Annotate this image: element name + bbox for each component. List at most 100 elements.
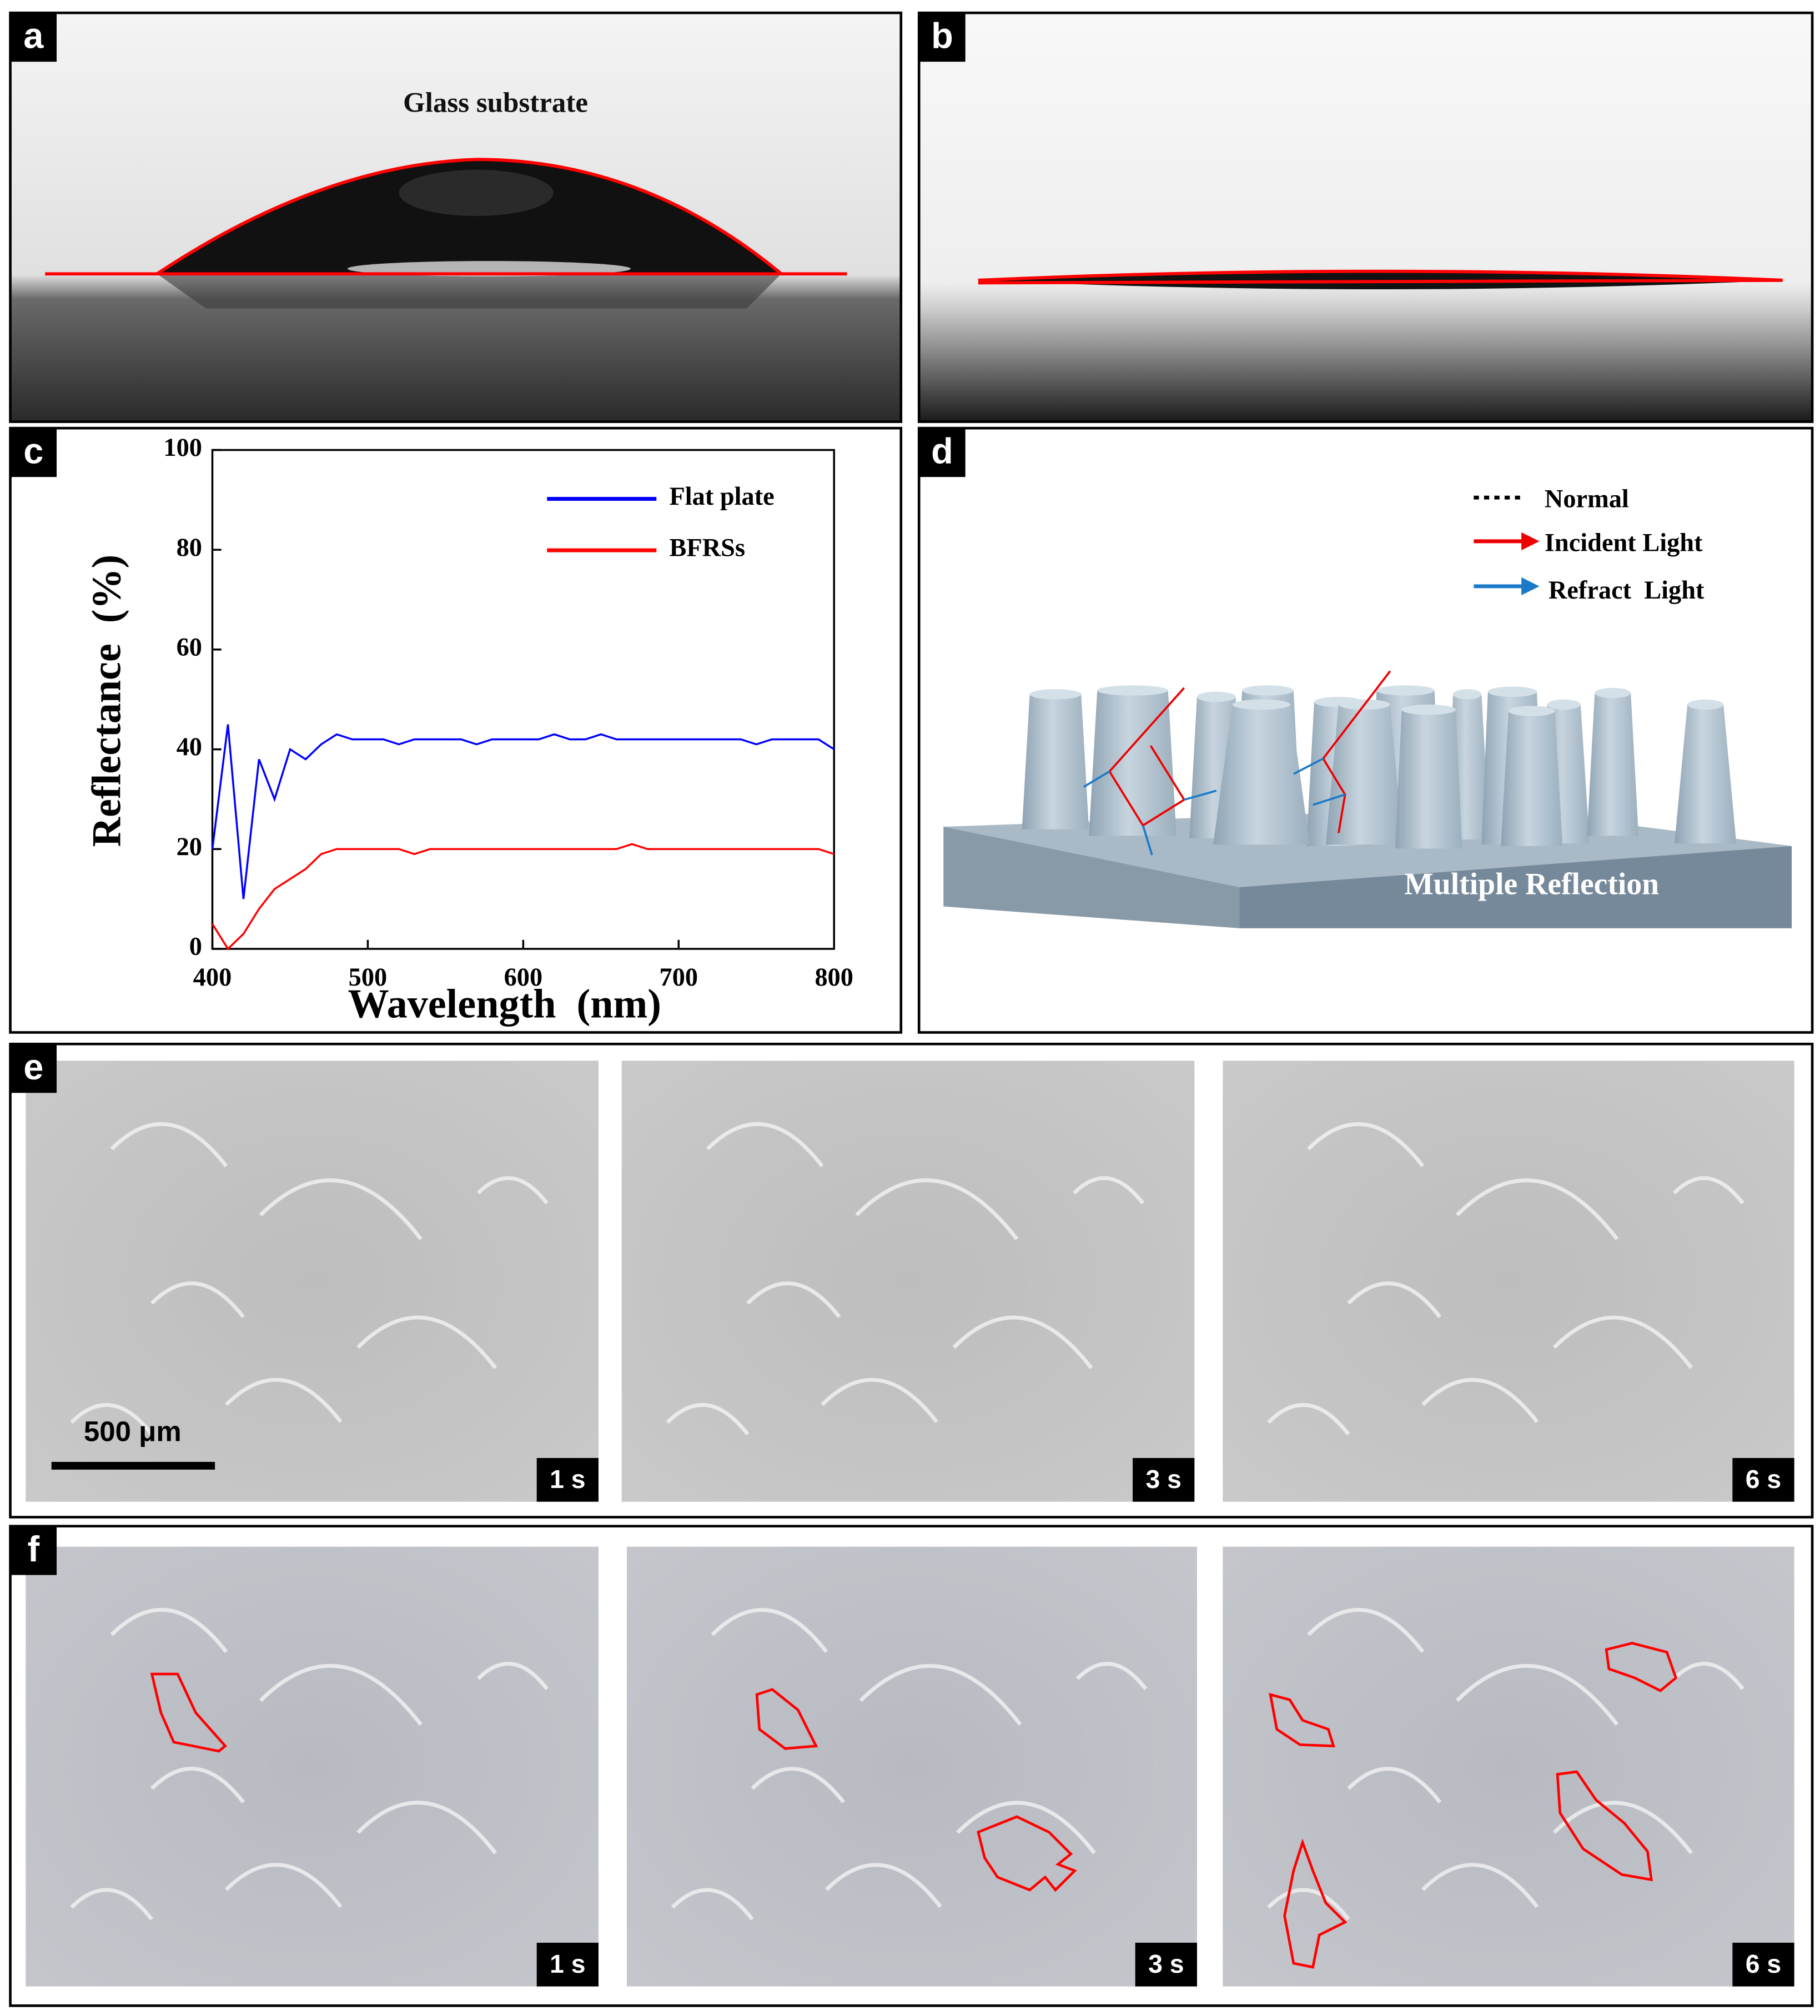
pillar-top [1097,685,1168,696]
texture [110,1608,228,1653]
texture [956,1801,1096,1854]
y-axis-label: Reflectance (%) [84,555,129,847]
image-row: 1 s 3 s 6 s [26,1060,1794,1502]
time-label: 6 s [1746,1949,1781,1978]
panel-letter: e [23,1047,43,1087]
texture [821,1377,938,1424]
refract-paths [1083,757,1346,856]
texture [855,1178,1019,1240]
texture [150,1767,245,1804]
texture [666,1402,750,1436]
texture [476,1176,549,1205]
texture [1347,1767,1442,1804]
texture [1673,1662,1744,1690]
letter-box [919,13,966,62]
texture [1552,1315,1693,1369]
texture [150,1281,245,1319]
y-tick-label: 0 [189,933,202,961]
x-tick-label: 800 [815,963,853,992]
series-line [211,724,835,899]
y-tick-label: 100 [163,434,202,462]
x-axis-label: Wavelength (nm) [348,982,661,1027]
legend-label: Incident Light [1545,529,1703,557]
arrow-head [1521,577,1540,596]
pillar-top [1029,689,1082,700]
texture [1421,1863,1539,1908]
scale-label: 500 μm [84,1415,182,1447]
pillar [1675,704,1737,844]
pillar-top [1401,704,1456,715]
frame [9,11,903,423]
pillar-top [1487,686,1537,697]
x-tick-label: 600 [504,963,543,992]
texture [1075,1662,1148,1690]
texture [1307,1608,1425,1653]
legend-label: BFRSs [669,534,745,562]
texture [1673,1176,1744,1205]
time-box [1732,1943,1794,1987]
texture [1455,1178,1619,1240]
texture [824,1863,942,1908]
y-tick-label: 40 [177,733,202,761]
image-row: 1 s 3 s 6 s [26,1546,1794,1987]
texture [1073,1176,1145,1205]
highlight [399,169,554,217]
texture [259,1663,423,1726]
caption: Glass substrate [403,88,588,119]
time-label: 3 s [1145,1465,1181,1494]
pillar [1395,710,1462,849]
pillars [1022,685,1737,849]
panel-letter: b [931,16,953,56]
frame [917,11,1814,423]
frame [917,426,1814,1034]
texture [746,1281,841,1319]
pillar-top [1242,685,1294,696]
pillar [1213,704,1310,845]
panel-letter: f [27,1529,39,1569]
pillar-top [1508,706,1555,716]
letter-box [10,13,57,62]
texture [952,1315,1093,1369]
micrograph [1223,1060,1794,1502]
y-tick-label: 20 [177,833,202,861]
letter-box [10,1526,57,1575]
micrograph [626,1546,1197,1987]
time-label: 1 s [550,1465,585,1494]
pillar-top [1376,685,1435,696]
caption: Multiple Reflection [1404,867,1659,902]
region-outline [1283,1838,1348,1969]
time-box [536,1457,599,1502]
x-tick-label: 500 [349,963,388,992]
time-box [1135,1943,1197,1987]
texture [259,1178,423,1240]
frame [9,1043,1814,1519]
contact-outline [978,269,1783,285]
region-outline [755,1688,818,1750]
panel-a: Glass substrate [9,11,903,423]
pillar-top [1687,699,1724,710]
texture [706,1122,824,1168]
texture [1455,1663,1619,1726]
texture [1552,1801,1693,1854]
texture [859,1664,1022,1726]
pillar-top [1196,691,1236,702]
texture [711,1608,828,1653]
region-outline [977,1815,1077,1892]
time-label: 1 s [550,1949,585,1978]
x-tick-label: 700 [660,963,698,992]
texture [1267,1888,1350,1921]
texture [70,1888,154,1921]
micrograph [1223,1546,1794,1987]
pillar-top [1547,699,1581,710]
texture [751,1767,845,1804]
panel-d: Normal Incident Light Refract Light Mult… [917,426,1814,1034]
texture [224,1377,343,1424]
time-box [1732,1457,1794,1502]
droplet [157,159,782,274]
series-line [212,843,834,951]
y-tick-label: 80 [177,534,202,562]
texture [476,1662,549,1691]
legend-label: Refract Light [1548,576,1705,605]
micrograph [26,1060,599,1502]
